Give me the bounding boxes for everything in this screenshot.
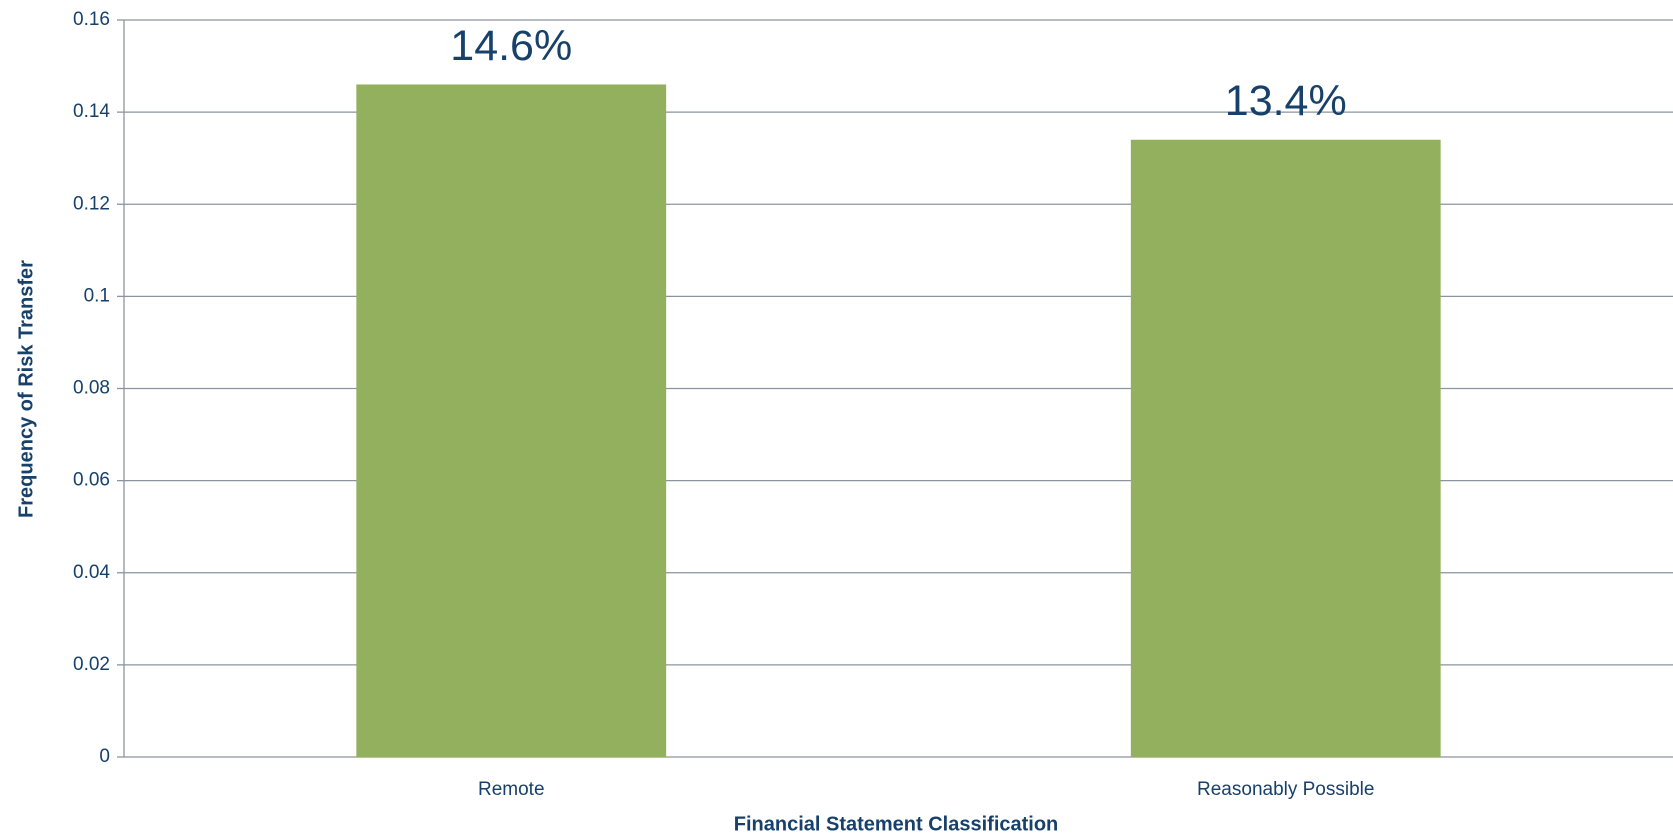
y-tick-label: 0.12 bbox=[73, 193, 110, 214]
y-tick-label: 0.06 bbox=[73, 470, 110, 491]
y-tick-label: 0.16 bbox=[73, 9, 110, 30]
bar bbox=[1130, 139, 1441, 757]
data-label: 13.4% bbox=[1225, 77, 1347, 125]
y-tick-label: 0.08 bbox=[73, 378, 110, 399]
x-axis-title: Financial Statement Classification bbox=[734, 813, 1059, 835]
y-axis-title: Frequency of Risk Transfer bbox=[15, 260, 37, 518]
y-tick-label: 0 bbox=[99, 746, 110, 767]
y-tick-label: 0.14 bbox=[73, 101, 110, 122]
x-tick-label: Remote bbox=[478, 779, 545, 800]
bar bbox=[356, 84, 667, 758]
y-tick-label: 0.02 bbox=[73, 654, 110, 675]
data-label: 14.6% bbox=[450, 22, 572, 70]
x-tick-label: Reasonably Possible bbox=[1197, 779, 1374, 800]
y-tick-label: 0.1 bbox=[84, 285, 110, 306]
y-tick-label: 0.04 bbox=[73, 562, 110, 583]
